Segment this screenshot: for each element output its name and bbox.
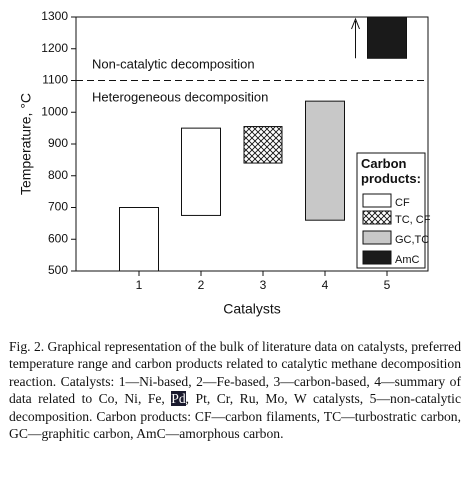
caption-text: , Pt, Cr, Ru, Mo, W catalysts, 5—non-cat… <box>9 391 461 442</box>
range-bar <box>119 207 159 272</box>
y-tick-label: 1200 <box>41 41 68 55</box>
x-axis-title: Catalysts <box>223 301 281 317</box>
range-bar <box>367 16 407 59</box>
legend-label: AmC <box>395 254 420 266</box>
legend-label: GC,TC <box>395 234 429 246</box>
y-tick-label: 700 <box>48 200 68 214</box>
legend-title: Carbon products: <box>361 156 421 186</box>
x-tick-label: 1 <box>136 278 143 292</box>
x-tick-label: 4 <box>322 278 329 292</box>
caption-highlight: Pd <box>171 391 186 407</box>
plot-frame <box>75 16 429 272</box>
y-tick-label: 600 <box>48 231 68 245</box>
legend-label: TC, CF <box>395 214 431 226</box>
legend-label: CF <box>395 197 410 209</box>
legend-title-box: Carbon products: <box>361 156 421 186</box>
chart: Catalysts Temperature, °C Non-catalytic … <box>18 9 431 317</box>
range-bar <box>181 127 221 216</box>
y-tick-label: 1000 <box>41 104 68 118</box>
x-tick-label: 3 <box>260 278 267 292</box>
x-tick-label: 5 <box>384 278 391 292</box>
arrow-head <box>351 17 360 30</box>
y-tick-label: 1300 <box>41 9 68 23</box>
annotation: Heterogeneous decomposition <box>92 89 268 104</box>
range-bar <box>305 100 345 221</box>
y-tick-label: 500 <box>48 263 68 277</box>
y-tick-label: 1100 <box>42 73 68 87</box>
caption: Fig. 2. Graphical representation of the … <box>9 338 461 442</box>
annotation: Non-catalytic decomposition <box>92 56 255 71</box>
legend-swatch <box>362 230 392 245</box>
legend-swatch <box>362 250 392 265</box>
y-tick-label: 800 <box>48 168 68 182</box>
legend-swatch <box>362 210 392 225</box>
legend-swatch <box>362 193 392 208</box>
caption-text: Fig. 2. Graphical representation of the … <box>9 339 461 407</box>
y-tick-label: 900 <box>48 136 68 150</box>
y-axis-title: Temperature, °C <box>18 93 34 195</box>
range-bar <box>243 126 283 164</box>
x-tick-label: 2 <box>198 278 205 292</box>
